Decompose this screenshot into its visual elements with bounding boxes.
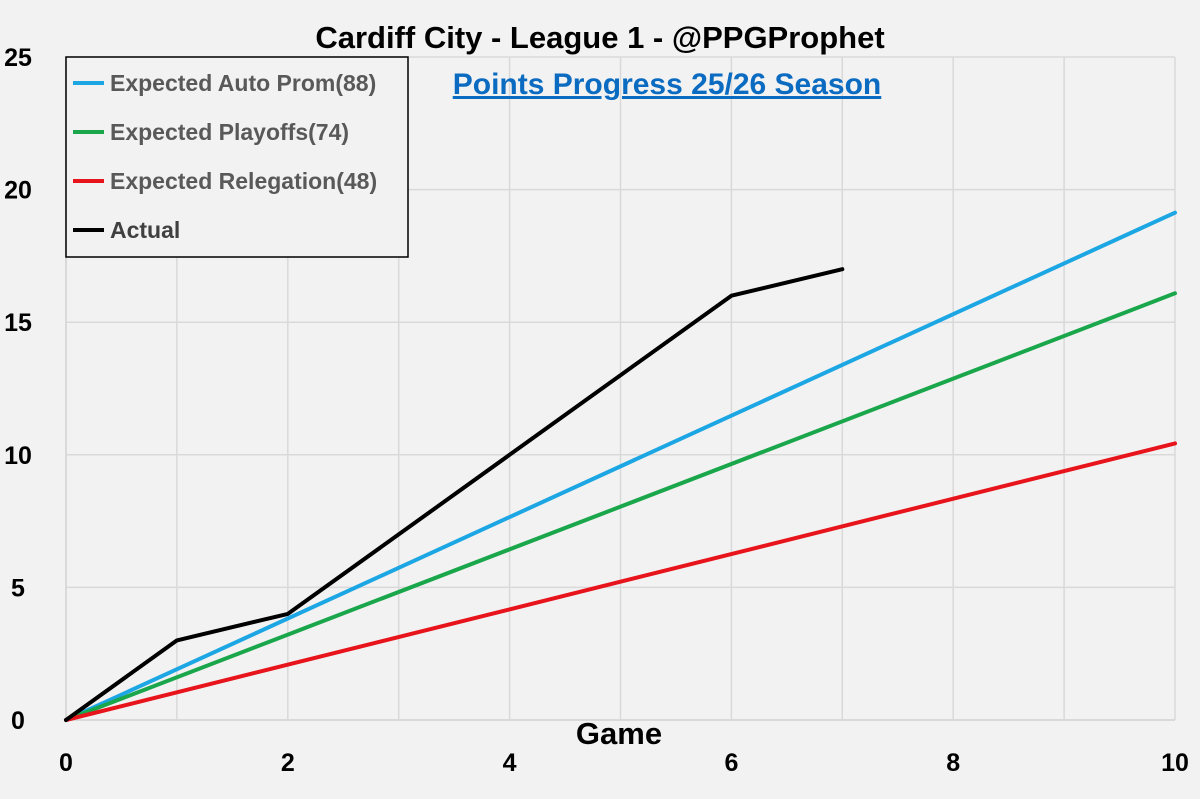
x-axis-label: Game	[576, 716, 662, 751]
series-line-0	[64, 210, 1177, 722]
x-tick-label: 6	[724, 749, 738, 777]
x-tick-label: 4	[503, 749, 517, 777]
series-line-1	[64, 291, 1177, 722]
y-tick-label: 5	[11, 574, 25, 602]
y-tick-label: 0	[11, 707, 25, 735]
y-tick-label: 15	[4, 309, 32, 337]
y-tick-label: 25	[4, 44, 32, 72]
chart-subtitle: Points Progress 25/26 Season	[453, 68, 882, 101]
legend-label: Expected Playoffs(74)	[110, 119, 349, 145]
x-tick-label: 2	[281, 749, 295, 777]
legend-label: Expected Relegation(48)	[110, 168, 377, 194]
tick-labels: 0 5 10 15 20 25 0 2 4 6 8 10	[4, 44, 1189, 777]
legend-label: Expected Auto Prom(88)	[110, 70, 376, 96]
series-lines	[64, 210, 1177, 722]
x-tick-label: 0	[59, 749, 73, 777]
legend-box	[65, 56, 409, 258]
chart-title: Cardiff City - League 1 - @PPGProphet	[315, 20, 884, 55]
series-line-2	[64, 441, 1177, 722]
y-tick-label: 10	[4, 442, 32, 470]
x-tick-label: 10	[1161, 749, 1189, 777]
x-tick-label: 8	[946, 749, 960, 777]
legend: Expected Auto Prom(88) Expected Playoffs(…	[65, 56, 409, 258]
series-line-3	[64, 267, 845, 722]
y-tick-label: 20	[4, 177, 32, 205]
legend-label: Actual	[110, 217, 180, 243]
